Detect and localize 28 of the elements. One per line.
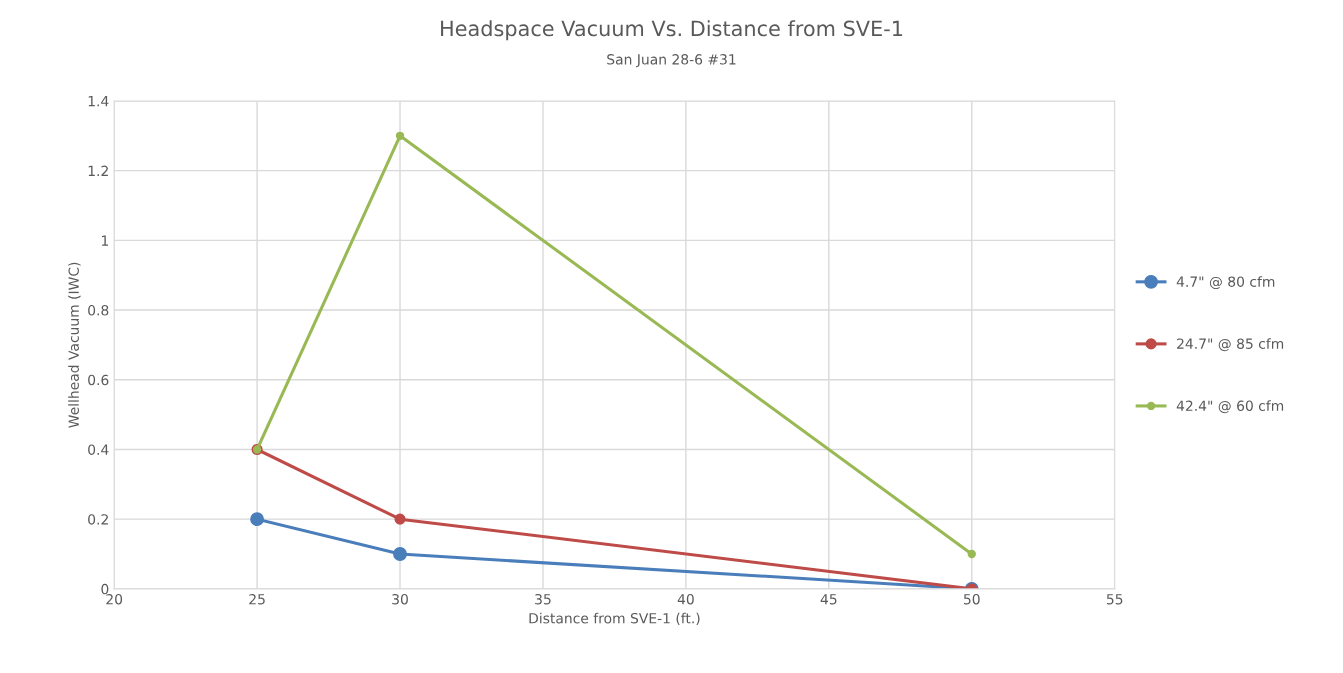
x-tick-label: 55 bbox=[1106, 594, 1123, 605]
y-tick-label: 0.4 bbox=[88, 444, 109, 455]
x-tick-label: 30 bbox=[392, 593, 408, 605]
point bbox=[967, 549, 976, 559]
x-tick-label: 50 bbox=[963, 593, 980, 605]
point bbox=[395, 131, 405, 140]
x-tick-label: 25 bbox=[249, 593, 265, 605]
chart-subtitle: San Juan 28-6 #31 bbox=[607, 54, 736, 68]
chart-title: Headspace Vacuum Vs. Distance from SVE-1 bbox=[441, 20, 903, 41]
x-tick-label: 45 bbox=[820, 594, 837, 605]
y-tick-label: 1.2 bbox=[88, 165, 108, 176]
y-tick-label: 0 bbox=[101, 583, 109, 595]
x-tick-label: 35 bbox=[535, 593, 551, 605]
y-tick-label: 1 bbox=[101, 235, 109, 246]
legend-label: 24.7" @ 85 cfm bbox=[1177, 338, 1284, 352]
y-axis-title: Wellhead Vacuum (IWC) bbox=[68, 262, 81, 428]
x-tick-label: 20 bbox=[106, 593, 123, 605]
y-tick-label: 0.8 bbox=[88, 305, 109, 316]
x-tick-label: 40 bbox=[677, 593, 694, 605]
point bbox=[250, 512, 265, 527]
y-tick-label: 1.4 bbox=[88, 96, 109, 107]
legend-label: 4.7" @ 80 cfm bbox=[1176, 276, 1275, 290]
y-tick-label: 0.6 bbox=[88, 374, 109, 386]
legend-label: 42.4" @ 60 cfm bbox=[1176, 400, 1284, 414]
point bbox=[393, 547, 407, 561]
x-axis-title: Distance from SVE-1 (ft.) bbox=[529, 612, 700, 626]
y-tick-label: 0.2 bbox=[88, 514, 108, 525]
point bbox=[394, 513, 406, 525]
